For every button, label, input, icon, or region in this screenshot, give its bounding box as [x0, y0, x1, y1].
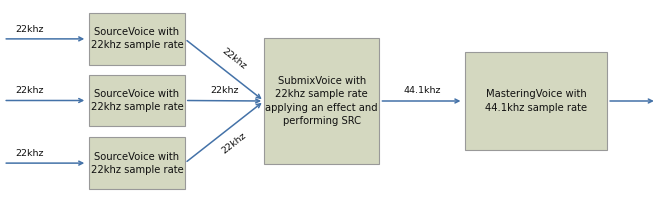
Text: 44.1khz: 44.1khz [404, 86, 441, 95]
FancyBboxPatch shape [89, 13, 185, 65]
Text: SourceVoice with
22khz sample rate: SourceVoice with 22khz sample rate [90, 89, 183, 112]
Text: 22khz: 22khz [15, 25, 44, 34]
FancyBboxPatch shape [89, 75, 185, 126]
Text: 22khz: 22khz [15, 149, 44, 158]
Text: SourceVoice with
22khz sample rate: SourceVoice with 22khz sample rate [90, 152, 183, 175]
Text: 22khz: 22khz [220, 46, 248, 71]
Text: 22khz: 22khz [15, 86, 44, 96]
Text: SourceVoice with
22khz sample rate: SourceVoice with 22khz sample rate [90, 27, 183, 50]
FancyBboxPatch shape [89, 137, 185, 189]
Text: 22khz: 22khz [220, 131, 248, 156]
FancyBboxPatch shape [465, 52, 607, 150]
Text: SubmixVoice with
22khz sample rate
applying an effect and
performing SRC: SubmixVoice with 22khz sample rate apply… [265, 76, 378, 126]
Text: MasteringVoice with
44.1khz sample rate: MasteringVoice with 44.1khz sample rate [485, 89, 587, 113]
FancyBboxPatch shape [264, 38, 379, 164]
Text: 22khz: 22khz [210, 86, 239, 95]
